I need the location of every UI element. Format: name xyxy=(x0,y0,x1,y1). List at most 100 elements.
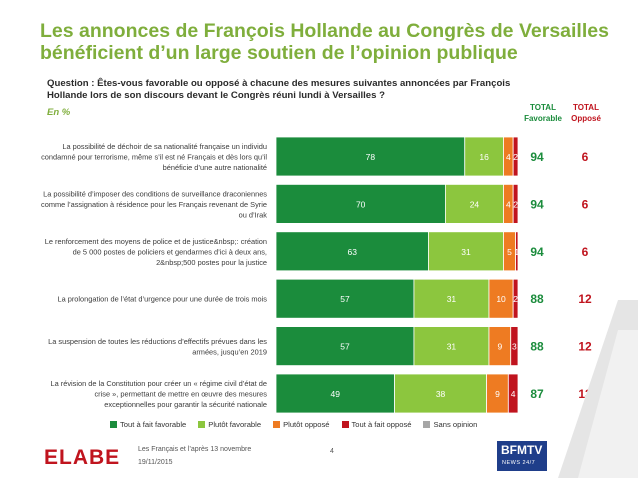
legend-label: Plutôt opposé xyxy=(283,420,330,429)
data-label: 2 xyxy=(513,294,518,304)
legend-item: Plutôt favorable xyxy=(198,420,261,429)
total-favorable-value: 88 xyxy=(530,340,544,354)
page-number: 4 xyxy=(330,448,334,455)
footer-source-title: Les Français et l’après 13 novembre xyxy=(138,446,252,453)
data-label: 10 xyxy=(496,294,506,304)
total-oppose-value: 6 xyxy=(582,245,589,259)
data-label: 57 xyxy=(340,342,350,352)
legend-item: Plutôt opposé xyxy=(273,420,330,429)
bar-segment xyxy=(512,183,519,224)
question-line-1: Question : Êtes-vous favorable ou opposé… xyxy=(47,78,511,89)
data-label: 16 xyxy=(479,152,489,162)
data-label: 63 xyxy=(347,247,357,257)
total-favorable-header-line-1: TOTAL xyxy=(530,103,556,112)
question-line-2: Hollande lors de son discours devant le … xyxy=(47,90,386,101)
bar-segment xyxy=(413,326,490,367)
total-oppose-value: 6 xyxy=(582,150,589,164)
data-label: 24 xyxy=(470,199,480,209)
bar-segment xyxy=(507,373,519,414)
total-favorable-header: TOTAL Favorable xyxy=(519,102,567,124)
category-label: bénéficie d’une autre nationalité xyxy=(163,163,267,172)
chart-legend: Tout à fait favorable Plutôt favorable Plu… xyxy=(110,420,530,429)
bar-segment xyxy=(512,278,519,319)
total-favorable-value: 88 xyxy=(530,292,544,306)
category-label: de 5 000 postes de policiers et gendarme… xyxy=(73,247,267,256)
bar-segment xyxy=(515,231,519,272)
data-label: 31 xyxy=(447,294,457,304)
bar-segment xyxy=(275,278,415,319)
data-label: 1 xyxy=(514,247,519,257)
total-oppose-value: 12 xyxy=(578,340,592,354)
legend-label: Plutôt favorable xyxy=(208,420,262,429)
title-line-1: Les annonces de François Hollande au Con… xyxy=(40,20,609,42)
legend-swatch xyxy=(341,421,349,428)
category-label: La possibilité d’imposer des conditions … xyxy=(43,189,267,198)
decorative-triangle-logo xyxy=(558,300,638,478)
bar-segment xyxy=(275,183,446,224)
bfmtv-logo-text: BFMTV xyxy=(501,443,543,457)
category-label: armées, jusqu’en 2019 xyxy=(192,347,267,356)
legend-item: Tout à fait opposé xyxy=(341,420,412,429)
data-label: 9 xyxy=(497,342,502,352)
category-label: ou d’Irak xyxy=(239,210,268,219)
title-line-2: bénéficient d’un large soutien de l’opin… xyxy=(40,42,518,64)
category-label: comme l’assignation à résidence pour les… xyxy=(41,200,267,209)
legend-item: Sans opinion xyxy=(423,420,477,429)
bar-segment xyxy=(464,136,504,177)
data-label: 4 xyxy=(506,152,511,162)
legend-label: Tout à fait favorable xyxy=(120,420,187,429)
elabe-logo: ELABE xyxy=(44,446,121,469)
data-label: 70 xyxy=(356,199,366,209)
category-label: Le renforcement des moyens de police et … xyxy=(45,237,267,246)
unit-label: En % xyxy=(47,107,71,118)
data-label: 57 xyxy=(340,294,350,304)
total-oppose-value: 12 xyxy=(578,292,592,306)
bfmtv-logo-subtext: NEWS 24/7 xyxy=(502,460,536,466)
total-favorable-value: 94 xyxy=(530,245,544,259)
category-label: La révision de la Constitution pour crée… xyxy=(51,379,268,388)
legend-swatch xyxy=(423,421,431,428)
bar-segment xyxy=(394,373,487,414)
category-label: La possibilité de déchoir de sa national… xyxy=(62,142,267,151)
total-oppose-header-line-1: TOTAL xyxy=(573,103,599,112)
total-favorable-header-line-2: Favorable xyxy=(524,114,562,123)
bfmtv-logo: BFMTV NEWS 24/7 xyxy=(497,441,547,471)
legend-item: Tout à fait favorable xyxy=(110,420,186,429)
data-label: 4 xyxy=(511,389,516,399)
bar-segment xyxy=(512,136,519,177)
bar-segment xyxy=(275,231,429,272)
total-oppose-value: 6 xyxy=(582,197,589,211)
legend-swatch xyxy=(273,421,281,428)
question-text: Question : Êtes-vous favorable ou opposé… xyxy=(47,78,511,102)
legend-label: Sans opinion xyxy=(433,420,478,429)
data-label: 4 xyxy=(506,199,511,209)
data-label: 78 xyxy=(366,152,376,162)
bar-segment xyxy=(275,373,395,414)
total-oppose-header: TOTAL Opposé xyxy=(566,102,606,124)
page-title: Les annonces de François Hollande au Con… xyxy=(40,20,609,64)
data-label: 9 xyxy=(495,389,500,399)
category-label: La prolongation de l’état d’urgence pour… xyxy=(57,295,267,304)
data-label: 38 xyxy=(436,389,446,399)
data-label: 31 xyxy=(461,247,471,257)
data-label: 2 xyxy=(513,199,518,209)
data-label: 31 xyxy=(447,342,457,352)
bar-segment xyxy=(488,278,514,319)
category-label: exceptionnelles pour garantir la sécurit… xyxy=(104,400,267,409)
category-label: condamné pour terrorisme, même s’il est … xyxy=(41,153,267,162)
bar-segment xyxy=(444,183,504,224)
data-label: 5 xyxy=(507,247,512,257)
legend-label: Tout à fait opposé xyxy=(351,420,412,429)
total-favorable-value: 94 xyxy=(530,150,544,164)
footer-source: Les Français et l’après 13 novembre 19/1… xyxy=(138,443,251,469)
data-label: 3 xyxy=(512,342,517,352)
legend-swatch xyxy=(110,421,117,428)
data-label: 2 xyxy=(513,152,518,162)
total-favorable-value: 87 xyxy=(530,387,544,401)
category-label: La suspension de toutes les réductions d… xyxy=(48,337,267,346)
total-favorable-value: 94 xyxy=(530,197,544,211)
data-label: 49 xyxy=(331,389,341,399)
category-label: 2&nbsp;500 postes pour la justice xyxy=(156,258,267,267)
bar-segment xyxy=(413,278,490,319)
